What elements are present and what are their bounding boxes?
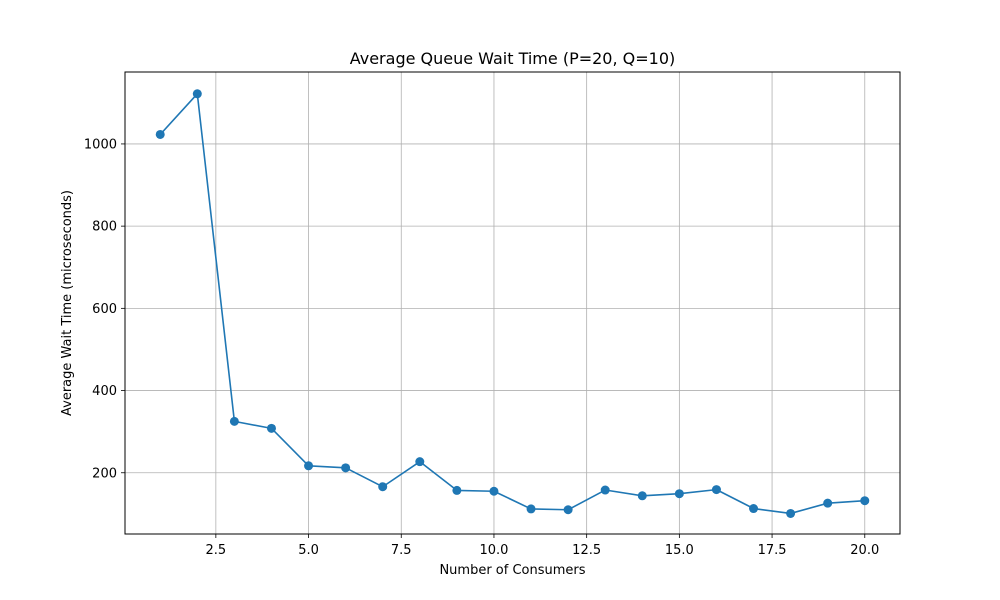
- data-point: [749, 504, 759, 514]
- y-tick-label: 600: [92, 302, 117, 317]
- x-axis-ticks: 2.5 5.0 7.5 10.0 12.5 15.0 17.5 20.0: [206, 534, 879, 558]
- x-tick-label: 15.0: [665, 543, 694, 558]
- data-point: [526, 504, 536, 514]
- plot-frame: [124, 71, 901, 535]
- data-point: [711, 485, 721, 495]
- data-point: [452, 485, 462, 495]
- data-point: [600, 485, 610, 495]
- series-layer: [155, 89, 870, 518]
- data-point: [304, 461, 314, 471]
- x-tick-label: 12.5: [572, 543, 601, 558]
- data-point: [341, 463, 351, 473]
- y-tick-label: 200: [92, 466, 117, 481]
- series-line: [159, 92, 865, 515]
- data-point: [786, 508, 796, 518]
- grid-lines: [125, 72, 900, 534]
- data-point: [489, 486, 499, 496]
- data-point: [563, 505, 573, 515]
- data-point: [415, 457, 425, 467]
- x-tick-label: 7.5: [391, 543, 412, 558]
- data-point: [155, 129, 165, 139]
- x-axis-label: Number of Consumers: [439, 563, 585, 578]
- y-tick-label: 1000: [84, 137, 117, 152]
- y-tick-label: 800: [92, 220, 117, 235]
- data-point: [229, 416, 239, 426]
- x-tick-label: 10.0: [479, 543, 508, 558]
- data-point: [860, 496, 870, 506]
- data-point: [674, 489, 684, 499]
- y-axis-label: Average Wait Time (microseconds): [60, 190, 75, 416]
- data-point: [378, 482, 388, 492]
- x-tick-label: 17.5: [758, 543, 787, 558]
- y-axis-ticks: 200 400 600 800 1000: [84, 137, 125, 481]
- data-point: [266, 423, 276, 433]
- x-tick-label: 5.0: [298, 543, 319, 558]
- chart-title: Average Queue Wait Time (P=20, Q=10): [350, 49, 676, 68]
- y-tick-label: 400: [92, 384, 117, 399]
- data-point: [637, 491, 647, 501]
- data-point: [823, 498, 833, 508]
- data-point: [192, 89, 202, 99]
- x-tick-label: 20.0: [850, 543, 879, 558]
- x-tick-label: 2.5: [206, 543, 227, 558]
